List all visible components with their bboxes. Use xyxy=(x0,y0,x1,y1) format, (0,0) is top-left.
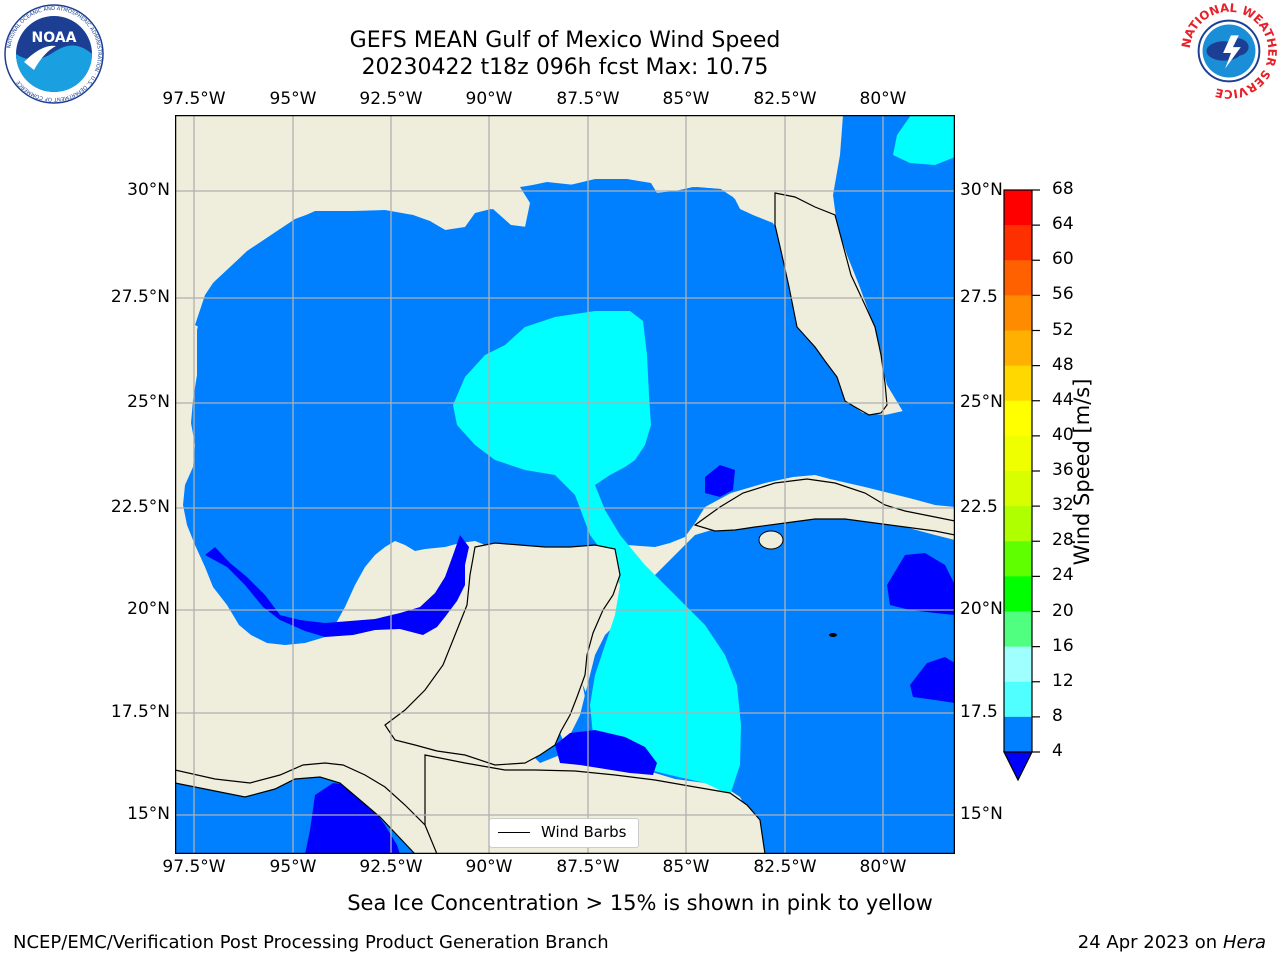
lat-label-right: 22.5 xyxy=(960,497,998,517)
colorbar-tick-label: 4 xyxy=(1052,741,1063,761)
colorbar-cell xyxy=(1004,576,1032,612)
lon-label-top: 80°W xyxy=(859,89,907,109)
lat-label-left: 25°N xyxy=(127,392,170,412)
colorbar-tick-label: 28 xyxy=(1052,530,1074,551)
colorbar-cell xyxy=(1004,506,1032,542)
colorbar-tick-label: 16 xyxy=(1052,635,1074,656)
lon-label-bottom: 90°W xyxy=(465,857,513,877)
lon-label-bottom: 85°W xyxy=(662,857,710,877)
chart-subtitle: 20230422 t18z 096h fcst Max: 10.75 xyxy=(361,55,769,80)
colorbar-tick-label: 36 xyxy=(1052,460,1074,480)
colorbar-tick-label: 60 xyxy=(1052,249,1074,270)
lon-label-bottom: 95°W xyxy=(269,857,317,877)
colorbar xyxy=(1003,189,1040,782)
wind-zone-lt4-pacific xyxy=(305,783,400,854)
colorbar-cell xyxy=(1004,541,1032,577)
land-cayman xyxy=(829,633,837,637)
footer-branch: NCEP/EMC/Verification Post Processing Pr… xyxy=(13,932,609,953)
land-mexico-south xyxy=(175,762,438,854)
wind-map xyxy=(175,115,955,854)
colorbar-cell xyxy=(1004,400,1032,437)
colorbar-tick-label: 48 xyxy=(1052,354,1074,375)
colorbar-tick-label: 20 xyxy=(1052,600,1074,621)
wind-zone-8-12-central xyxy=(453,311,741,795)
lat-label-left: 27.5°N xyxy=(110,287,170,307)
colorbar-cell xyxy=(1004,330,1032,367)
colorbar-tick-label: 64 xyxy=(1052,214,1074,235)
map-legend: Wind Barbs xyxy=(489,818,639,848)
lon-label-top: 97.5°W xyxy=(162,89,226,109)
lat-label-right: 20°N xyxy=(960,599,1003,619)
lat-label-right: 27.5 xyxy=(960,287,998,307)
colorbar-cell xyxy=(1004,365,1032,402)
lon-label-top: 85°W xyxy=(662,89,710,109)
footer-date: 24 Apr 2023 on xyxy=(1077,932,1223,953)
lat-label-left: 17.5°N xyxy=(110,702,170,722)
map-frame xyxy=(175,115,955,854)
colorbar-cell xyxy=(1004,435,1032,472)
colorbar-tick-label: 52 xyxy=(1052,319,1074,340)
noaa-logo: NOAA NATIONAL OCEANIC AND ATMOSPHERIC AD… xyxy=(4,4,104,104)
chart-title: GEFS MEAN Gulf of Mexico Wind Speed xyxy=(349,28,781,53)
lon-label-bottom: 92.5°W xyxy=(359,857,423,877)
colorbar-cell xyxy=(1004,716,1032,753)
lat-label-right: 17.5 xyxy=(960,702,998,722)
colorbar-tick-label: 68 xyxy=(1052,179,1074,199)
land-florida xyxy=(774,192,888,416)
wind-zone-lt4-jamaica xyxy=(910,657,955,703)
map-gridlines xyxy=(175,115,955,854)
colorbar-cell xyxy=(1004,260,1032,296)
lon-label-top: 92.5°W xyxy=(359,89,423,109)
lat-label-left: 30°N xyxy=(127,180,170,200)
colorbar-label: Wind Speed [m/s] xyxy=(1070,378,1094,566)
colorbar-cell xyxy=(1004,190,1032,226)
lon-label-top: 90°W xyxy=(465,89,513,109)
colorbar-tick-label: 40 xyxy=(1052,424,1074,445)
colorbar-tick-label: 32 xyxy=(1052,495,1074,516)
legend-line-sample xyxy=(498,832,530,833)
lat-label-left: 22.5°N xyxy=(110,497,170,517)
wind-zone-lt4-yucatan-n xyxy=(705,465,735,497)
wind-zone-lt4-bay-campeche xyxy=(205,535,469,637)
lon-label-top: 95°W xyxy=(269,89,317,109)
lon-label-bottom: 80°W xyxy=(859,857,907,877)
footer-run-info: 24 Apr 2023 on Hera xyxy=(1078,932,1266,953)
wind-zone-lt4-bahamas xyxy=(887,553,955,615)
land-cuba xyxy=(693,478,955,536)
legend-label: Wind Barbs xyxy=(541,823,627,841)
sea-ice-note: Sea Ice Concentration > 15% is shown in … xyxy=(347,891,933,915)
colorbar-tick-label: 56 xyxy=(1052,284,1074,305)
nws-logo: NATIONAL WEATHER SERVICE xyxy=(1180,2,1278,100)
land-yucatan xyxy=(384,542,621,766)
colorbar-cell xyxy=(1004,295,1032,331)
lon-label-top: 87.5°W xyxy=(556,89,620,109)
lat-label-right: 25°N xyxy=(960,392,1003,412)
land-isla-juventud xyxy=(758,530,784,550)
lon-label-bottom: 82.5°W xyxy=(753,857,817,877)
wind-zone-4-8-atlantic xyxy=(833,115,955,505)
svg-text:NOAA: NOAA xyxy=(32,30,77,46)
colorbar-tick-label: 12 xyxy=(1052,670,1074,691)
footer-machine: Hera xyxy=(1222,932,1266,953)
colorbar-cell xyxy=(1004,646,1032,683)
colorbar-cell xyxy=(1004,611,1032,648)
lat-label-right: 15°N xyxy=(960,804,1003,824)
lat-label-left: 15°N xyxy=(127,804,170,824)
colorbar-tick-label: 24 xyxy=(1052,565,1074,586)
lon-label-top: 82.5°W xyxy=(753,89,817,109)
lon-label-bottom: 87.5°W xyxy=(556,857,620,877)
lat-label-left: 20°N xyxy=(127,599,170,619)
lon-label-bottom: 97.5°W xyxy=(162,857,226,877)
colorbar-tick-label: 44 xyxy=(1052,389,1074,410)
wind-zone-8-12-atlantic xyxy=(893,115,955,165)
colorbar-cell xyxy=(1004,225,1032,261)
lat-label-right: 30°N xyxy=(960,180,1003,200)
colorbar-cell xyxy=(1004,471,1032,507)
colorbar-cell xyxy=(1004,681,1032,718)
wind-zone-lt4-honduras xyxy=(555,730,657,775)
colorbar-extend-arrow xyxy=(1003,751,1033,782)
colorbar-tick-label: 8 xyxy=(1052,705,1063,726)
